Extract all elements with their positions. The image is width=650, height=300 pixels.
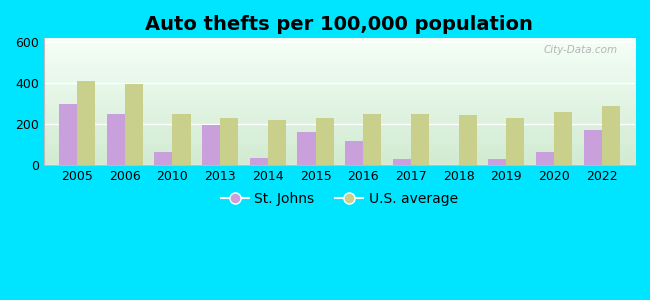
Bar (536, 152, 554, 165)
Bar (488, 159, 506, 165)
Bar (411, 114, 429, 165)
Bar (584, 130, 602, 165)
Bar (125, 84, 143, 165)
Bar (202, 125, 220, 165)
Bar (298, 132, 315, 165)
Text: City-Data.com: City-Data.com (543, 45, 618, 55)
Bar (602, 106, 619, 165)
Bar (154, 152, 172, 165)
Bar (220, 118, 239, 165)
Bar (172, 115, 190, 165)
Bar (393, 159, 411, 165)
Bar (506, 118, 525, 165)
Bar (458, 115, 476, 165)
Bar (268, 120, 286, 165)
Bar (315, 118, 333, 165)
Bar (363, 114, 382, 165)
Title: Auto thefts per 100,000 population: Auto thefts per 100,000 population (146, 15, 533, 34)
Bar (59, 104, 77, 165)
Bar (554, 112, 572, 165)
Bar (107, 114, 125, 165)
Bar (250, 158, 268, 165)
Bar (345, 141, 363, 165)
Legend: St. Johns, U.S. average: St. Johns, U.S. average (215, 186, 463, 211)
Bar (77, 81, 96, 165)
